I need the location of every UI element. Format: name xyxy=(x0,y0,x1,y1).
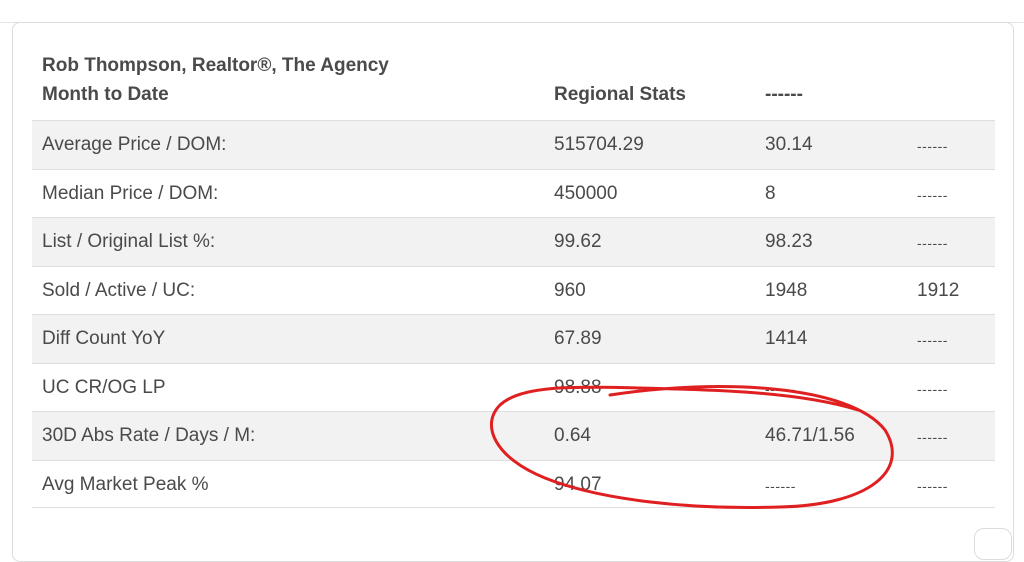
column-header-regional-stats: Regional Stats xyxy=(554,84,686,105)
row-value-1: 0.64 xyxy=(554,425,591,446)
row-value-2: 8 xyxy=(765,182,776,204)
row-label: UC CR/OG LP xyxy=(42,376,166,398)
row-value-1: 67.89 xyxy=(554,328,602,349)
row-value-2: ------ xyxy=(765,380,796,397)
row-label: Diff Count YoY xyxy=(42,328,166,349)
row-label: 30D Abs Rate / Days / M: xyxy=(42,425,256,446)
top-strip xyxy=(0,0,1024,23)
table-row: UC CR/OG LP 98.88 ------ ------ xyxy=(32,362,995,412)
row-value-3: ------ xyxy=(917,138,948,154)
table-row: Average Price / DOM: 515704.29 30.14 ---… xyxy=(32,120,995,169)
row-label: Sold / Active / UC: xyxy=(42,279,196,301)
row-value-1: 515704.29 xyxy=(554,134,644,155)
row-value-3: ------ xyxy=(917,332,948,348)
row-label: Median Price / DOM: xyxy=(42,182,219,204)
table-row: Avg Market Peak % 94.07 ------ ------ xyxy=(32,459,995,508)
row-value-1: 960 xyxy=(554,279,586,301)
column-header-placeholder: ------ xyxy=(765,84,803,105)
row-value-3: ------ xyxy=(917,477,948,494)
row-value-3: ------ xyxy=(917,429,948,445)
table-row: Median Price / DOM: 450000 8 ------ xyxy=(32,168,995,218)
table-row: Sold / Active / UC: 960 1948 1912 xyxy=(32,265,995,315)
row-value-1: 94.07 xyxy=(554,473,602,495)
row-value-2: ------ xyxy=(765,477,796,494)
corner-button[interactable] xyxy=(974,528,1012,560)
row-label: List / Original List %: xyxy=(42,231,216,252)
row-label: Average Price / DOM: xyxy=(42,134,227,155)
row-value-1: 98.88 xyxy=(554,376,602,398)
row-value-2: 1414 xyxy=(765,328,808,349)
table-row: 30D Abs Rate / Days / M: 0.64 46.71/1.56… xyxy=(32,411,995,460)
table-header: Rob Thompson, Realtor®, The Agency Month… xyxy=(32,52,995,120)
row-value-2: 98.23 xyxy=(765,231,813,252)
period-label: Month to Date xyxy=(42,84,169,105)
row-value-1: 450000 xyxy=(554,182,618,204)
row-value-1: 99.62 xyxy=(554,231,602,252)
row-value-3: ------ xyxy=(917,380,948,397)
row-value-2: 30.14 xyxy=(765,134,813,155)
row-value-2: 46.71/1.56 xyxy=(765,425,855,446)
row-value-3: 1912 xyxy=(917,279,960,301)
row-label: Avg Market Peak % xyxy=(42,473,209,495)
row-value-3: ------ xyxy=(917,186,948,203)
stats-table: Average Price / DOM: 515704.29 30.14 ---… xyxy=(32,120,995,508)
table-row: List / Original List %: 99.62 98.23 ----… xyxy=(32,217,995,266)
table-row: Diff Count YoY 67.89 1414 ------ xyxy=(32,314,995,363)
agent-name: Rob Thompson, Realtor®, The Agency xyxy=(42,55,389,76)
row-value-3: ------ xyxy=(917,235,948,251)
row-value-2: 1948 xyxy=(765,279,808,301)
